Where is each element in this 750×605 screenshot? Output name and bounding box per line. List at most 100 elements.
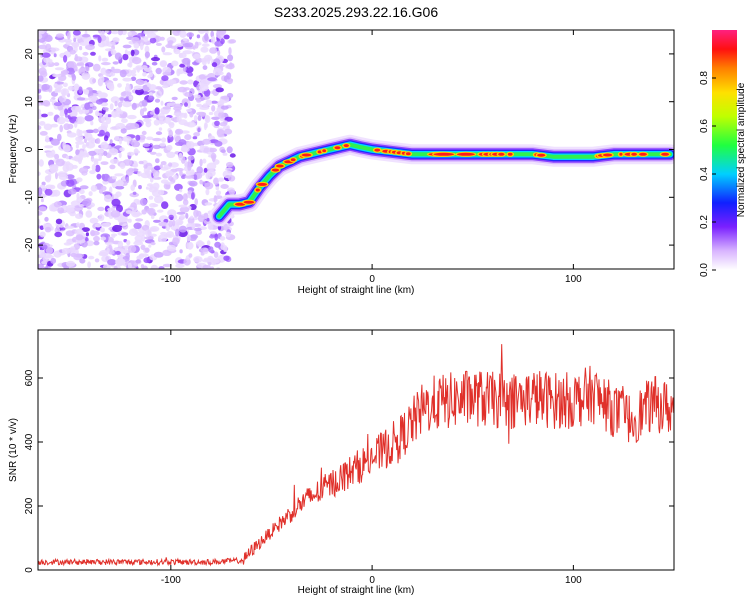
snr-y-label: SNR (10 * v/v) xyxy=(8,418,19,482)
noise-speckle xyxy=(142,107,147,112)
noise-speckle xyxy=(223,128,233,135)
noise-speckle xyxy=(66,174,75,180)
noise-speckle xyxy=(100,141,109,150)
colorbar-tick-label: 0.4 xyxy=(699,167,710,181)
noise-speckle xyxy=(66,132,77,138)
snr-y-tick-label: 400 xyxy=(24,433,35,450)
ridge-peak xyxy=(255,188,260,192)
noise-speckle xyxy=(101,57,109,62)
noise-speckle xyxy=(156,209,164,213)
noise-speckle xyxy=(56,116,66,125)
noise-speckle xyxy=(38,211,43,216)
noise-speckle xyxy=(110,210,121,218)
noise-speckle xyxy=(150,30,158,33)
noise-speckle xyxy=(166,144,173,151)
noise-speckle xyxy=(100,236,107,241)
spectrogram-noise xyxy=(38,30,237,269)
noise-speckle xyxy=(204,122,208,129)
noise-speckle xyxy=(150,264,159,269)
noise-speckle xyxy=(186,32,194,38)
noise-speckle xyxy=(115,107,122,113)
noise-speckle xyxy=(117,101,123,108)
noise-speckle xyxy=(79,45,83,51)
noise-speckle xyxy=(226,92,234,99)
noise-speckle xyxy=(184,175,195,179)
noise-speckle xyxy=(107,207,116,212)
noise-speckle xyxy=(42,257,48,262)
noise-speckle xyxy=(176,68,181,77)
noise-speckle xyxy=(142,71,147,77)
noise-speckle xyxy=(41,181,46,186)
noise-speckle xyxy=(66,109,73,114)
noise-speckle xyxy=(148,195,154,200)
snr-plot-area xyxy=(38,330,674,570)
noise-speckle xyxy=(82,51,89,56)
noise-speckle xyxy=(155,67,162,75)
noise-speckle xyxy=(149,227,157,232)
noise-speckle xyxy=(66,32,71,40)
spectrogram-x-tick-label: -100 xyxy=(161,274,181,285)
spectrogram-y-tick-label: 20 xyxy=(24,48,35,60)
ridge-peak xyxy=(301,153,312,157)
noise-speckle xyxy=(125,210,133,215)
noise-speckle xyxy=(152,144,161,150)
noise-speckle xyxy=(38,67,47,76)
noise-speckle xyxy=(135,88,144,96)
noise-speckle xyxy=(84,132,89,138)
noise-speckle xyxy=(144,247,150,253)
noise-speckle xyxy=(183,258,191,266)
noise-speckle xyxy=(75,143,79,149)
noise-speckle xyxy=(176,43,183,47)
ridge-peak xyxy=(507,152,513,156)
noise-speckle xyxy=(53,102,63,107)
noise-speckle xyxy=(63,55,68,63)
noise-speckle xyxy=(41,244,48,250)
noise-speckle xyxy=(160,100,164,106)
noise-speckle xyxy=(90,158,101,162)
noise-speckle xyxy=(217,49,221,57)
noise-speckle xyxy=(143,257,151,264)
noise-speckle xyxy=(90,230,100,236)
noise-speckle xyxy=(211,105,216,112)
noise-speckle xyxy=(113,265,118,269)
noise-speckle xyxy=(91,105,97,111)
noise-speckle xyxy=(99,129,105,136)
noise-speckle xyxy=(82,198,92,207)
noise-speckle xyxy=(122,44,132,49)
noise-speckle xyxy=(44,145,54,149)
noise-speckle xyxy=(76,192,80,200)
noise-speckle xyxy=(187,72,194,77)
noise-speckle xyxy=(162,249,172,256)
noise-speckle xyxy=(131,139,140,148)
noise-speckle xyxy=(127,31,132,36)
noise-speckle xyxy=(201,59,207,66)
noise-speckle xyxy=(145,120,152,128)
noise-speckle xyxy=(118,137,123,145)
noise-speckle xyxy=(102,191,111,195)
noise-speckle xyxy=(109,126,120,131)
noise-speckle xyxy=(141,209,147,215)
noise-speckle xyxy=(84,62,94,68)
noise-speckle xyxy=(73,65,78,72)
noise-speckle xyxy=(207,77,218,82)
noise-speckle xyxy=(184,66,194,74)
noise-speckle xyxy=(215,186,220,191)
noise-speckle xyxy=(194,198,198,206)
noise-speckle xyxy=(101,62,111,66)
noise-speckle xyxy=(189,112,194,118)
noise-speckle xyxy=(137,171,142,177)
noise-speckle xyxy=(206,162,217,170)
noise-speckle xyxy=(211,36,216,44)
noise-speckle xyxy=(81,227,90,233)
noise-speckle xyxy=(199,106,210,110)
noise-speckle xyxy=(202,65,208,70)
noise-speckle xyxy=(42,266,52,269)
noise-speckle xyxy=(50,257,57,264)
noise-speckle xyxy=(95,138,101,144)
noise-speckle xyxy=(144,170,152,176)
noise-speckle xyxy=(203,167,208,173)
noise-speckle xyxy=(131,37,140,42)
colorbar-tick-label: 0.2 xyxy=(699,215,710,229)
noise-speckle xyxy=(226,72,232,80)
noise-speckle xyxy=(130,76,137,82)
